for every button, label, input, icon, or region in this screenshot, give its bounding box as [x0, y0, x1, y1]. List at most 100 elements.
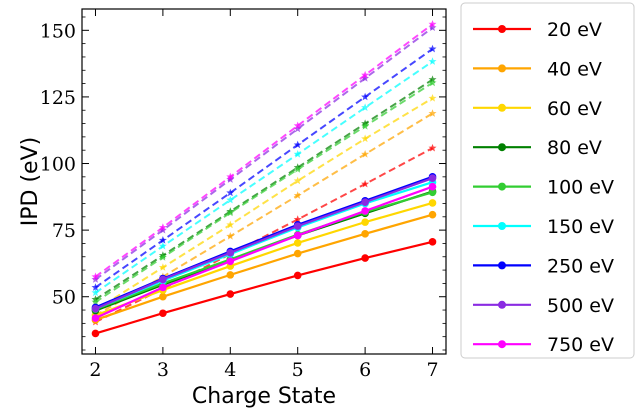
legend-swatch-marker	[498, 182, 506, 191]
plot-frame	[81, 8, 447, 355]
series-dashed-point	[226, 188, 235, 197]
series-solid-point	[293, 249, 302, 258]
legend-label: 250 eV	[547, 255, 614, 277]
series-solid-point	[361, 230, 369, 238]
legend-item: 150 eV	[473, 216, 614, 238]
series-solid-point	[159, 292, 167, 301]
series-dashed-point	[428, 44, 437, 53]
series-solid-line	[95, 213, 433, 321]
x-tick-label: 4	[224, 359, 236, 381]
series-solid-point	[159, 309, 167, 318]
x-tick-label: 7	[426, 359, 438, 381]
series-solid-point	[293, 271, 302, 280]
legend-label: 20 eV	[547, 19, 602, 41]
y-axis-title: IPD (eV)	[18, 137, 43, 226]
series-solid-point	[361, 207, 369, 215]
series-dashed-point	[226, 172, 235, 181]
legend-swatch-marker	[498, 222, 506, 230]
x-tick-label: 3	[157, 359, 169, 381]
series-dashed-line	[94, 48, 434, 289]
series-dashed-point	[428, 19, 437, 28]
legend-swatch-marker	[498, 64, 506, 73]
legend-label: 80 eV	[547, 137, 602, 159]
legend-item: 100 eV	[473, 177, 614, 199]
x-tick-label: 6	[359, 359, 371, 381]
series-solid-point	[91, 329, 100, 338]
legend-item: 80 eV	[473, 137, 602, 159]
y-tick-label: 75	[52, 220, 76, 242]
legend-item: 250 eV	[473, 255, 614, 277]
y-tick-label: 50	[52, 287, 76, 309]
series-dashed-point	[91, 297, 100, 306]
series-solid-point	[159, 275, 167, 284]
series-layer	[91, 19, 437, 338]
legend-swatch-marker	[498, 300, 506, 309]
series-dashed-line	[95, 147, 433, 323]
series-solid-point	[428, 188, 437, 197]
series-dashed-point	[91, 275, 100, 283]
series-dashed-line	[94, 26, 434, 281]
tick-layer: 2 3 4 5 6 7 50 75 100 125 150	[40, 9, 446, 381]
legend: 20 eV 40 eV 60 eV 80 eV 100 eV 150 eV 250 eV 50…	[460, 2, 635, 359]
series-dashed-point	[158, 223, 167, 231]
series-dashed-point	[361, 179, 370, 188]
series-solid-point	[293, 239, 302, 247]
series-solid-point	[159, 283, 167, 292]
series-dashed-point	[361, 70, 370, 79]
series-solid-point	[428, 238, 437, 246]
series-dashed-line	[94, 78, 434, 301]
series-dashed-point	[226, 195, 235, 204]
legend-label: 500 eV	[547, 295, 614, 317]
series-solid-line	[95, 240, 433, 335]
series-solid-line	[95, 201, 433, 317]
series-solid-point	[361, 254, 369, 262]
series-solid-point	[91, 304, 100, 313]
series-dashed-point	[91, 288, 100, 297]
legend-label: 100 eV	[547, 177, 614, 199]
series-dashed-line	[94, 81, 434, 303]
series-dashed-point	[293, 149, 302, 158]
series-dashed-point	[158, 263, 167, 271]
legend-swatch-marker	[498, 340, 506, 349]
series-dashed-point	[293, 165, 302, 173]
series-dashed-line	[94, 60, 434, 294]
series-dashed-point	[428, 57, 437, 65]
series-dashed-point	[428, 23, 437, 32]
y-tick-label: 150	[40, 20, 76, 42]
series-dashed-point	[361, 122, 370, 130]
series-dashed-point	[91, 272, 100, 281]
legend-label: 150 eV	[547, 216, 614, 238]
series-dashed-point	[361, 134, 370, 143]
series-dashed-point	[361, 149, 370, 158]
series-solid-point	[293, 231, 302, 240]
series-dashed-point	[361, 103, 370, 111]
series-solid-line	[95, 185, 433, 320]
series-dashed-point	[226, 232, 235, 240]
series-solid-point	[428, 199, 437, 207]
series-solid-point	[428, 182, 437, 191]
series-solid-line	[95, 190, 433, 312]
series-solid-point	[226, 257, 235, 266]
x-tick-label: 5	[292, 359, 304, 381]
series-dashed-point	[293, 215, 302, 223]
series-dashed-point	[428, 143, 437, 152]
series-solid-line	[95, 177, 433, 310]
series-dashed-point	[428, 94, 437, 102]
legend-item: 60 eV	[473, 98, 602, 120]
y-tick-label: 100	[40, 154, 76, 176]
x-tick-label: 2	[89, 359, 101, 381]
series-solid-point	[428, 174, 437, 182]
series-dashed-point	[293, 191, 302, 199]
legend-item: 500 eV	[473, 295, 614, 317]
series-dashed-line	[94, 23, 434, 278]
series-solid-point	[361, 218, 369, 226]
series-dashed-line	[94, 97, 434, 311]
legend-label: 40 eV	[547, 58, 602, 80]
series-dashed-point	[158, 236, 167, 244]
series-dashed-point	[293, 124, 302, 133]
legend-item: 20 eV	[473, 19, 602, 41]
series-solid-point	[428, 210, 437, 219]
series-dashed-point	[293, 140, 302, 149]
